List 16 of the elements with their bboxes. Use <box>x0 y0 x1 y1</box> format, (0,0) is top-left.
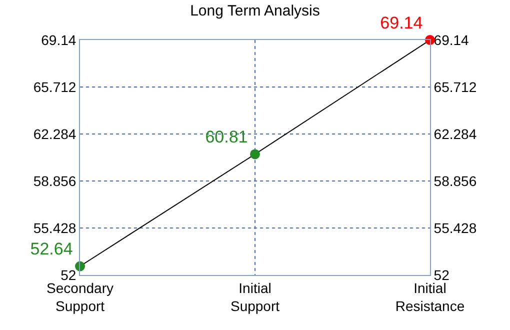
y2-tick-label: 58.856 <box>434 172 477 189</box>
x-tick-label: Initial Support <box>230 280 280 314</box>
data-label: 60.81 <box>205 128 248 147</box>
data-label: 69.14 <box>380 14 423 32</box>
data-label: 52.64 <box>30 240 73 259</box>
y2-tick-label: 69.14 <box>434 32 470 48</box>
point <box>250 149 260 160</box>
y2-tick-label: 62.284 <box>434 126 477 142</box>
chart-title: Long Term Analysis <box>190 2 320 20</box>
y-tick-label: 69.14 <box>41 32 76 48</box>
y2-tick-label: 65.712 <box>434 78 477 95</box>
y2-tick-label: 55.428 <box>434 220 477 236</box>
y-tick-label: 58.856 <box>33 172 76 189</box>
y-tick-label: 62.284 <box>33 126 76 142</box>
y-tick-label: 55.428 <box>33 220 76 236</box>
y-tick-label: 65.712 <box>33 78 76 95</box>
